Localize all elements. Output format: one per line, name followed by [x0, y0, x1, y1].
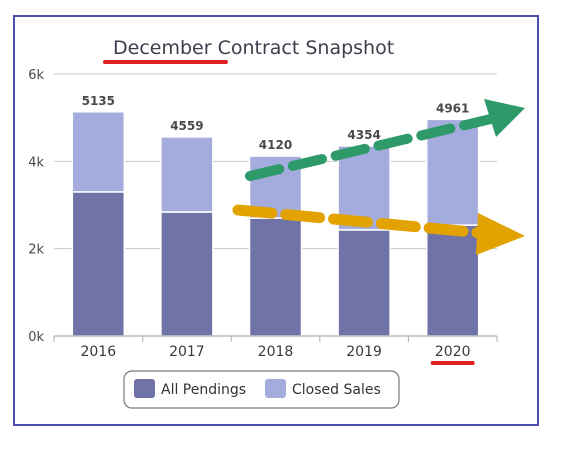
x-tick-label-2019: 2019	[346, 344, 382, 360]
y-tick-label: 2k	[28, 243, 44, 258]
data-label-2019: 4354	[347, 128, 380, 142]
y-tick-label: 6k	[28, 68, 44, 83]
axes: 0k 2k 4k 6k 2016 2017 2018 2019 2020	[28, 68, 498, 365]
data-label-2020: 4961	[436, 101, 469, 115]
data-label-2018: 4120	[259, 138, 292, 152]
y-tick-label: 4k	[28, 155, 44, 170]
orange-trend-arrow-line	[232, 204, 488, 239]
legend: All Pendings Closed Sales	[123, 370, 400, 409]
legend-label-all-pendings: All Pendings	[161, 382, 246, 398]
x-tick-label-2018: 2018	[258, 344, 294, 360]
legend-swatch-closed-sales	[265, 379, 286, 398]
trend-arrows	[232, 99, 525, 255]
x-tick-label-2020: 2020	[435, 344, 471, 360]
y-tick-label: 0k	[28, 330, 44, 345]
bar-all-pendings-2019	[337, 229, 391, 337]
green-trend-arrow-line	[245, 113, 500, 181]
data-label-2016: 5135	[82, 94, 115, 108]
legend-box	[123, 370, 400, 409]
x-tick-label-2016: 2016	[80, 344, 116, 360]
bar-all-pendings-2020	[425, 224, 480, 337]
chart-title: December Contract Snapshot	[113, 37, 394, 59]
bar-all-pendings-2018	[248, 217, 303, 337]
orange-arrowhead-icon	[476, 213, 525, 255]
data-label-2017: 4559	[170, 119, 203, 133]
legend-swatch-all-pendings	[134, 379, 155, 398]
bar-all-pendings-2017	[160, 211, 214, 337]
x-tick-label-2017: 2017	[169, 344, 205, 360]
green-arrowhead-icon	[484, 99, 525, 137]
bar-closed-sales-2016	[71, 111, 126, 193]
bar-closed-sales-2017	[160, 136, 214, 213]
legend-label-closed-sales: Closed Sales	[292, 382, 381, 398]
bar-all-pendings-2016	[71, 191, 126, 337]
